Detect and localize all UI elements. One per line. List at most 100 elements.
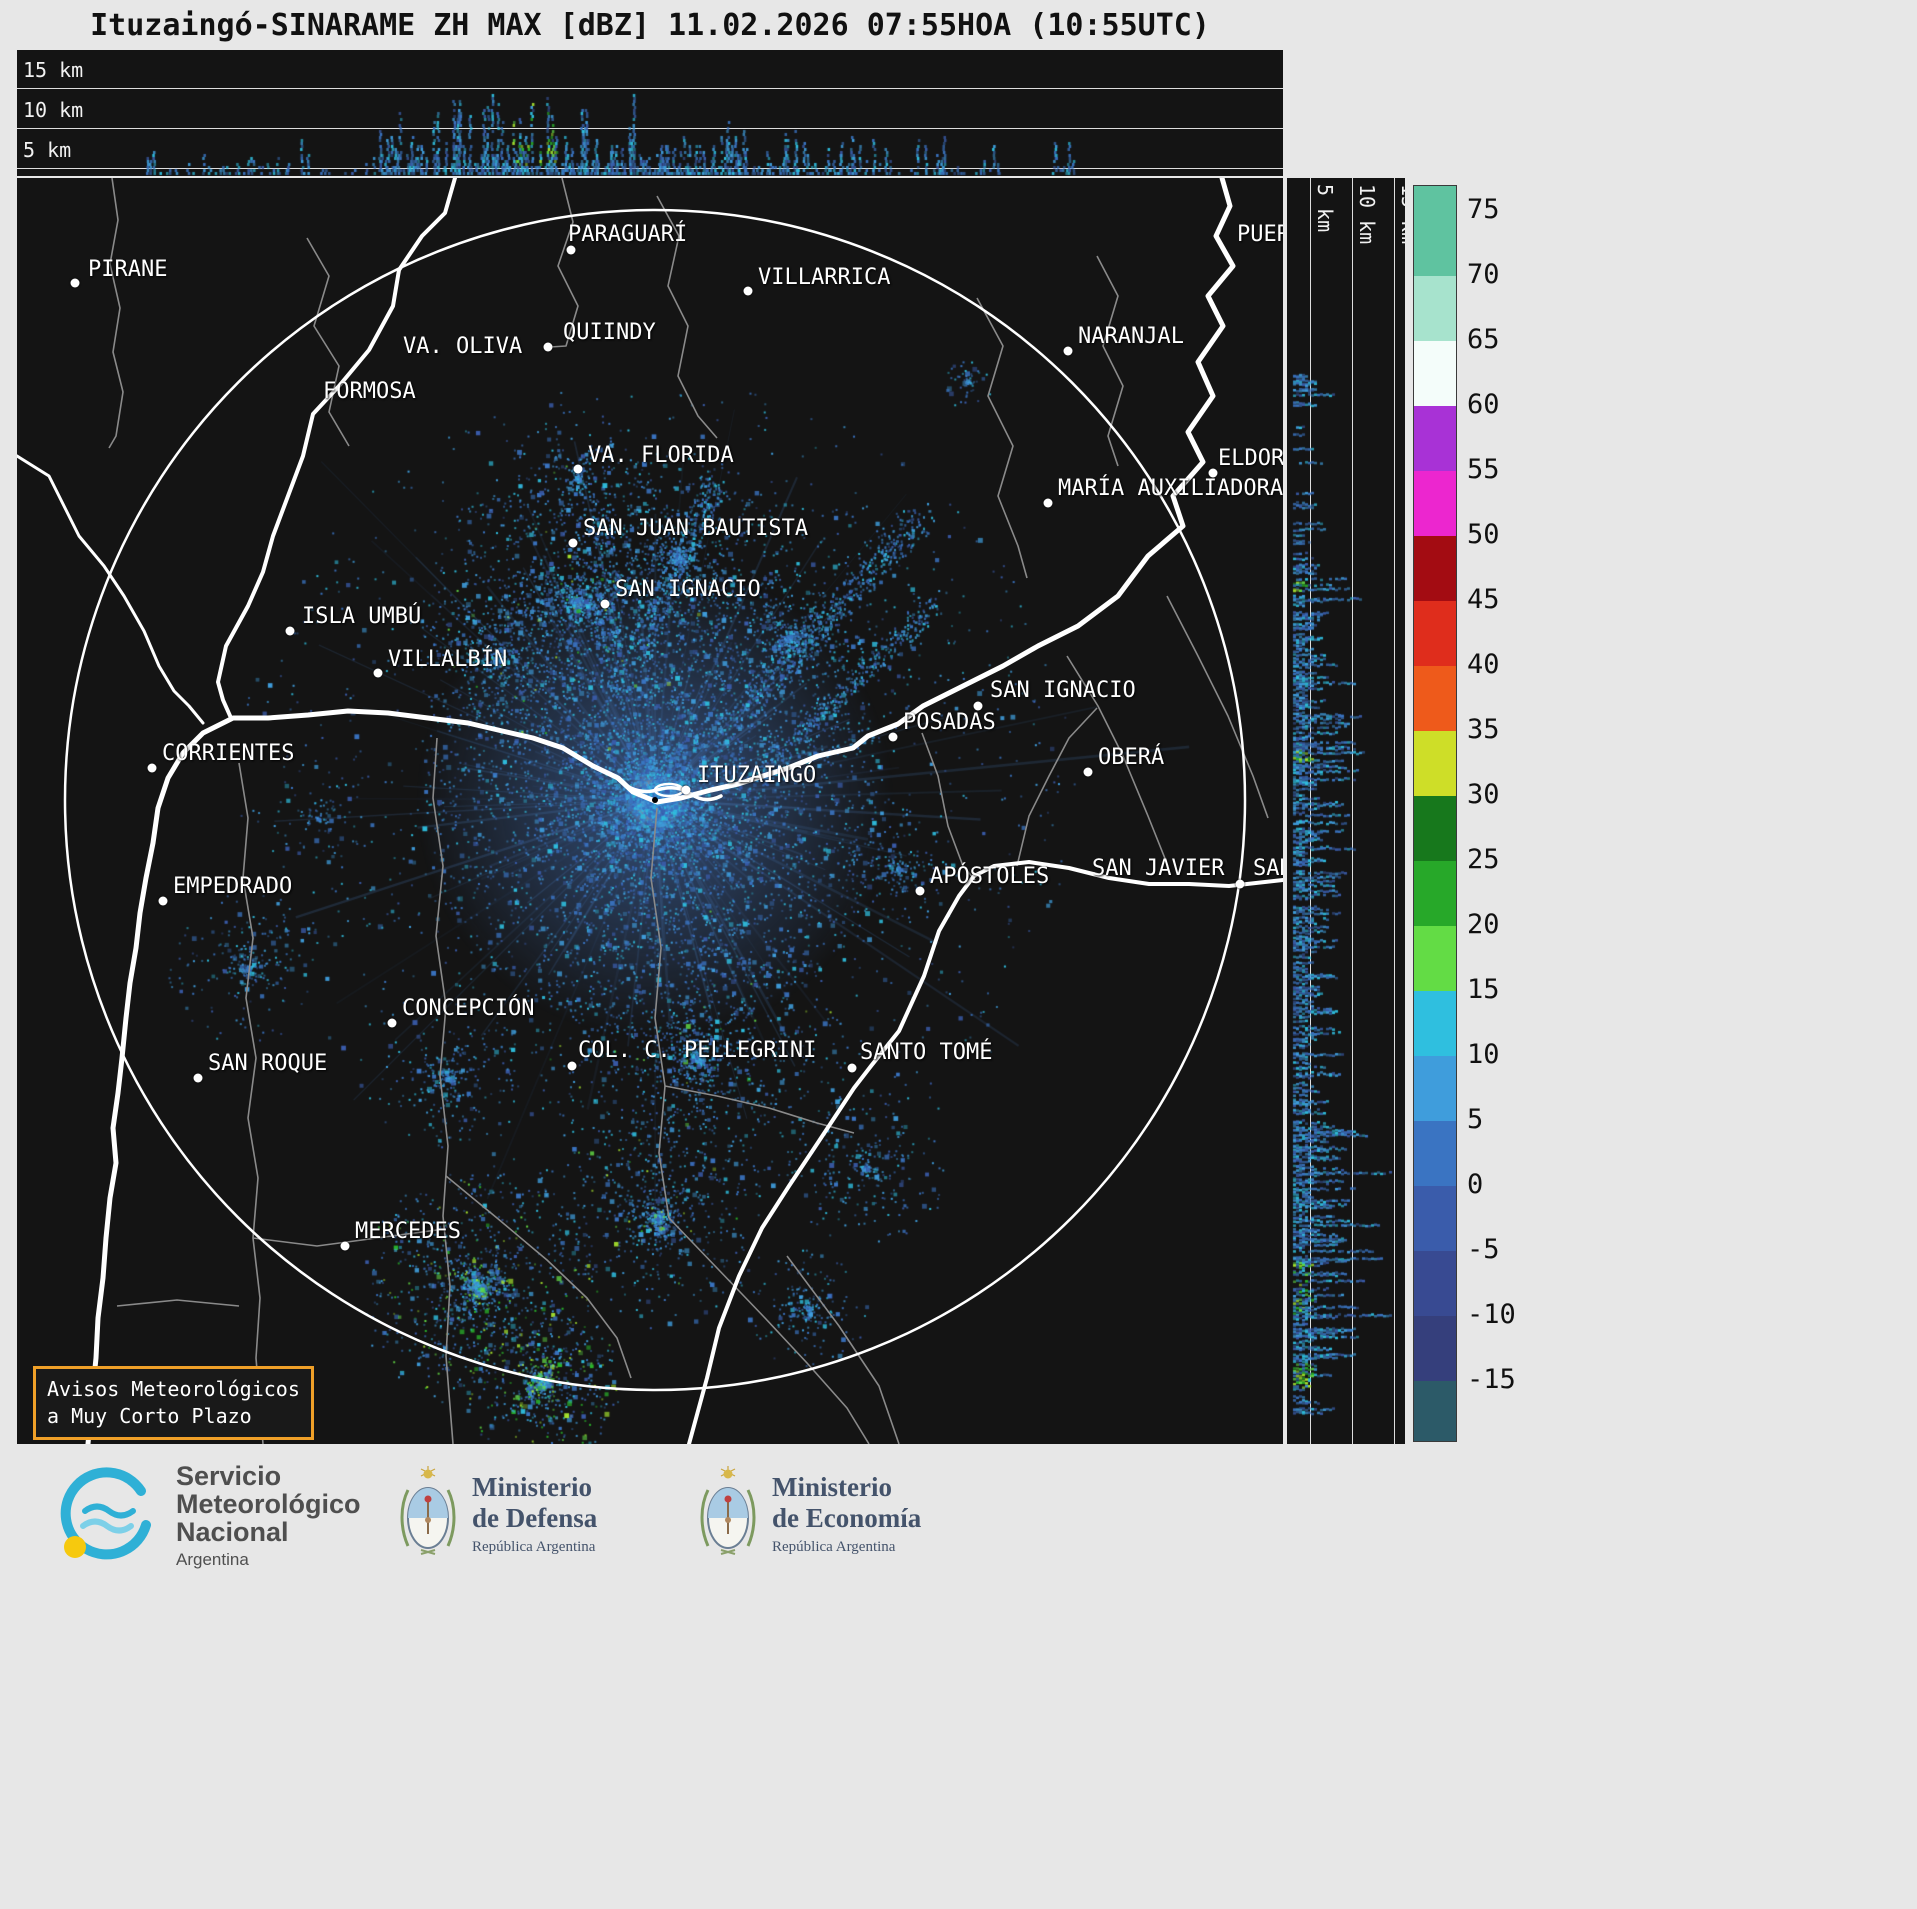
city-label: CONCEPCIÓN	[402, 996, 535, 1021]
city-label: SAN ROQUE	[208, 1051, 328, 1076]
economia-line3: República Argentina	[772, 1538, 896, 1555]
city-label: FORMOSA	[323, 379, 416, 404]
colorbar-segment	[1414, 991, 1456, 1056]
city-dot	[543, 342, 553, 352]
smn-line4: Argentina	[176, 1550, 249, 1570]
colorbar-tick: 50	[1467, 519, 1500, 550]
city-label: SAN JUAN BAUTISTA	[583, 516, 809, 541]
smn-line2: Meteorológico	[176, 1489, 361, 1520]
city-label: ISLA UMBÚ	[302, 604, 422, 629]
city-label: SAN IGNACIO	[990, 678, 1136, 703]
city-dot	[158, 896, 168, 906]
city-dot	[1063, 346, 1073, 356]
city-label: POSADAS	[903, 710, 996, 735]
defensa-line1: Ministerio	[472, 1472, 592, 1503]
height-label-15km: 15 km	[23, 58, 84, 82]
colorbar-tick: 0	[1467, 1169, 1484, 1200]
colorbar-segment	[1414, 601, 1456, 666]
colorbar-segment	[1414, 1056, 1456, 1121]
city-label: SAN IGNACIO	[615, 577, 761, 602]
city-label: EMPEDRADO	[173, 874, 293, 899]
weather-warnings-button[interactable]: Avisos Meteorológicos a Muy Corto Plazo	[33, 1366, 314, 1440]
colorbar-segment	[1414, 276, 1456, 341]
colorbar-tick: 40	[1467, 649, 1500, 680]
colorbar-segment	[1414, 1186, 1456, 1251]
dbz-colorbar: 75 70 65 60 55 50 45 40 35 30 25 20 15 10 5 0 -5 -10 -15	[1413, 178, 1573, 1444]
city-label: SAN JAVIER	[1092, 856, 1225, 881]
city-dot	[1235, 879, 1245, 889]
city-dot	[1083, 767, 1093, 777]
height-label-5km: 5 km	[23, 138, 72, 162]
colorbar-tick: 20	[1467, 909, 1500, 940]
city-dot	[681, 785, 691, 795]
city-label: VA. OLIVA	[403, 334, 523, 359]
city-label: PUERTO	[1237, 222, 1283, 247]
colorbar-tick: 70	[1467, 259, 1500, 290]
warnings-line1: Avisos Meteorológicos	[47, 1377, 300, 1401]
colorbar-segment	[1414, 796, 1456, 861]
top-height-profile-panel: 15 km 10 km 5 km	[17, 50, 1283, 176]
city-dot	[888, 732, 898, 742]
city-dot	[70, 278, 80, 288]
right-height-profile-panel: 5 km 10 km 15 km	[1287, 178, 1405, 1444]
economia-coat-of-arms	[700, 1466, 756, 1555]
warnings-line2: a Muy Corto Plazo	[47, 1404, 252, 1428]
defensa-coat-of-arms	[400, 1466, 456, 1555]
city-label: COL. C. PELLEGRINI	[578, 1038, 817, 1063]
colorbar-tick: 60	[1467, 389, 1500, 420]
colorbar-segment	[1414, 926, 1456, 991]
city-labels-layer: PIRANE PARAGUARÍ PUERTO VILLARRICA QUIINDY VA…	[17, 178, 1283, 1444]
colorbar-segment	[1414, 666, 1456, 731]
city-label: VILLARRICA	[758, 265, 891, 290]
city-dot	[193, 1073, 203, 1083]
colorbar-tick: -10	[1467, 1299, 1516, 1330]
city-label: MARÍA AUXILIADORA	[1058, 476, 1283, 501]
colorbar-segment	[1414, 861, 1456, 926]
page-title: Ituzaingó-SINARAME ZH MAX [dBZ] 11.02.20…	[90, 7, 1210, 43]
smn-logo	[60, 1467, 151, 1560]
colorbar-gradient	[1413, 185, 1457, 1442]
colorbar-segment	[1414, 341, 1456, 406]
height-label-5km-v: 5 km	[1313, 184, 1337, 233]
city-dot	[600, 599, 610, 609]
colorbar-tick: 65	[1467, 324, 1500, 355]
colorbar-segment	[1414, 1381, 1456, 1441]
radar-map: PIRANE PARAGUARÍ PUERTO VILLARRICA QUIINDY VA…	[17, 178, 1283, 1444]
economia-line1: Ministerio	[772, 1472, 892, 1503]
city-dot	[340, 1241, 350, 1251]
city-label: QUIINDY	[563, 320, 656, 345]
city-dot	[847, 1063, 857, 1073]
city-label: NARANJAL	[1078, 324, 1184, 349]
city-label: MERCEDES	[355, 1219, 461, 1244]
colorbar-segment	[1414, 536, 1456, 601]
colorbar-segment	[1414, 211, 1456, 276]
economia-logo-group: Ministerio de Economía República Argenti…	[700, 1466, 921, 1562]
economia-line2: de Economía	[772, 1502, 922, 1533]
city-dot	[147, 763, 157, 773]
colorbar-tick: -5	[1467, 1234, 1500, 1265]
colorbar-segment	[1414, 1316, 1456, 1381]
city-dot	[567, 1061, 577, 1071]
smn-line1: Servicio	[176, 1461, 282, 1491]
city-dot	[387, 1018, 397, 1028]
city-label: OBERÁ	[1098, 745, 1165, 770]
colorbar-segment	[1414, 731, 1456, 796]
colorbar-tick: 35	[1467, 714, 1500, 745]
colorbar-tick: 75	[1467, 194, 1500, 225]
top-profile-echo-canvas	[17, 50, 1283, 176]
colorbar-segment	[1414, 1121, 1456, 1186]
city-label: PIRANE	[88, 257, 168, 282]
city-label: CORRIENTES	[162, 741, 295, 766]
city-dot	[1043, 498, 1053, 508]
defensa-line3: República Argentina	[472, 1538, 596, 1555]
colorbar-tick: 5	[1467, 1104, 1484, 1135]
colorbar-segment	[1414, 471, 1456, 536]
colorbar-tick: 10	[1467, 1039, 1500, 1070]
colorbar-segment	[1414, 186, 1456, 211]
height-label-10km: 10 km	[23, 98, 84, 122]
city-dot	[573, 464, 583, 474]
colorbar-tick: 55	[1467, 454, 1500, 485]
city-dot	[743, 286, 753, 296]
city-label: PARAGUARÍ	[568, 222, 688, 247]
